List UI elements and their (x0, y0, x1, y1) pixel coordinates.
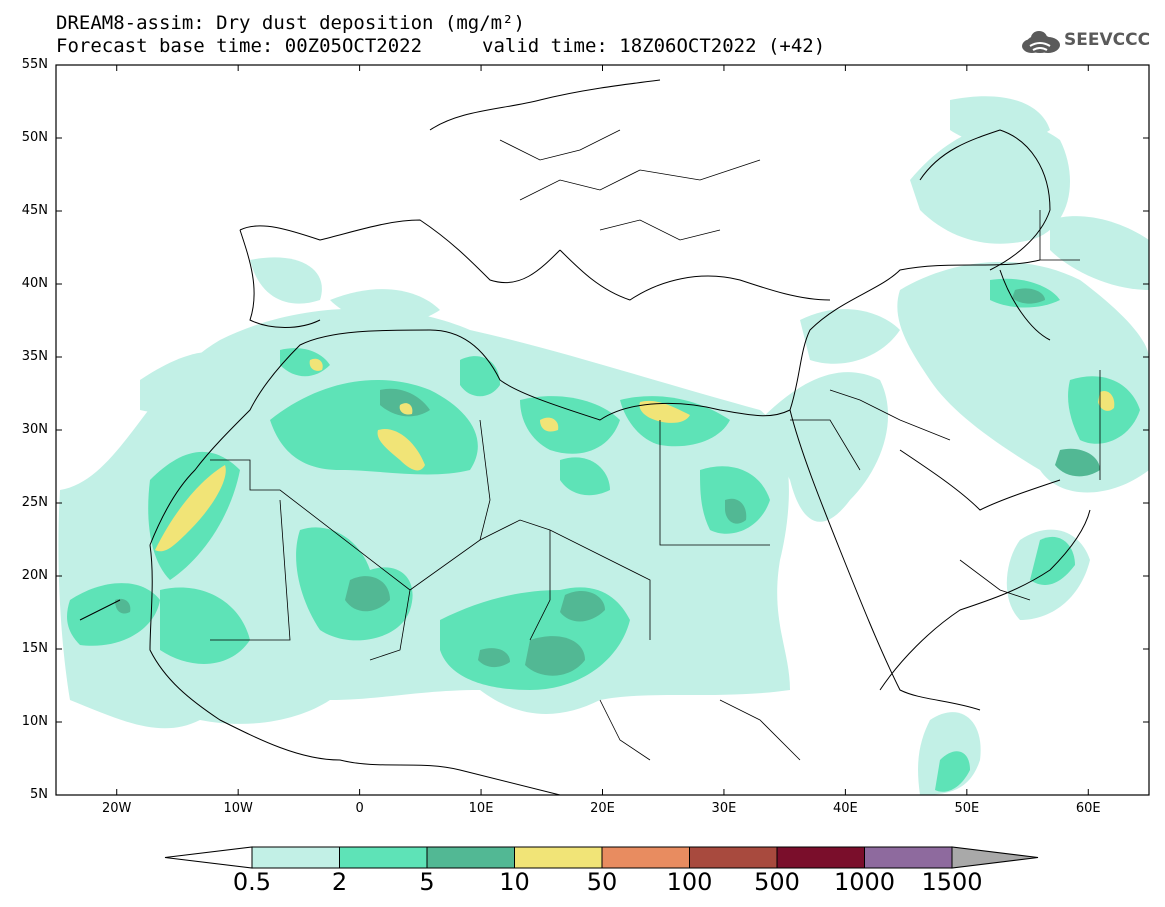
colorbar-box (514, 846, 603, 869)
lat-tick-label: 25N (21, 495, 48, 510)
colorbar-label: 1000 (833, 868, 896, 896)
lat-tick-label: 30N (21, 422, 48, 437)
dust-fields (58, 96, 1149, 795)
lat-tick-label: 35N (21, 349, 48, 364)
lat-tick-label: 55N (21, 57, 48, 72)
dust-level-very-high (155, 358, 1115, 552)
axis-ticks (56, 64, 1149, 796)
colorbar-box (601, 846, 690, 869)
coastlines (79, 79, 1091, 795)
colorbar-box (864, 846, 953, 869)
colorbar-label: 100 (666, 868, 713, 896)
lon-tick-label: 20W (102, 801, 132, 816)
colorbar-label: 2 (331, 868, 348, 896)
colorbar-box (689, 846, 778, 869)
country-borders (210, 129, 1101, 761)
lat-tick-label: 40N (21, 276, 48, 291)
lon-tick-label: 10E (468, 801, 494, 816)
colorbar-label: 1500 (921, 868, 983, 896)
lat-tick-label: 5N (30, 787, 48, 802)
logo-text: SEEVCCC (1064, 30, 1151, 50)
lat-tick-label: 15N (21, 641, 48, 656)
colorbar-under-arrow (164, 846, 253, 869)
colorbar-box (339, 846, 428, 869)
lon-tick-label: 10W (223, 801, 253, 816)
lat-tick-label: 20N (21, 568, 48, 583)
colorbar-label: 5 (419, 868, 435, 896)
chart-title-line-1: DREAM8-assim: Dry dust deposition (mg/m²… (56, 12, 525, 34)
valid-time-label: valid time: 18Z06OCT2022 (+42) (482, 35, 826, 57)
colorbar-label: 50 (586, 868, 618, 896)
lat-tick-label: 10N (21, 714, 48, 729)
lon-tick-label: 60E (1075, 801, 1101, 816)
colorbar-box (776, 846, 865, 869)
lon-tick-label: 40E (832, 801, 858, 816)
colorbar-over-arrow (951, 846, 1039, 869)
colorbar-box (426, 846, 515, 869)
lon-tick-label: 50E (954, 801, 980, 816)
chart-title-line-2: Forecast base time: 00Z05OCT2022 (56, 35, 423, 57)
colorbar-box (251, 846, 340, 869)
lat-tick-label: 45N (21, 203, 48, 218)
colorbar-label: 500 (754, 868, 800, 896)
lon-tick-label: 0 (355, 801, 364, 816)
lon-tick-label: 30E (711, 801, 737, 816)
colorbar-label: 10 (499, 868, 530, 896)
colorbar-label: 0.5 (232, 868, 272, 896)
lon-tick-label: 20E (590, 801, 615, 816)
lat-tick-label: 50N (21, 130, 48, 145)
dust-level-high (115, 288, 1100, 676)
cloud-icon (1022, 31, 1060, 53)
